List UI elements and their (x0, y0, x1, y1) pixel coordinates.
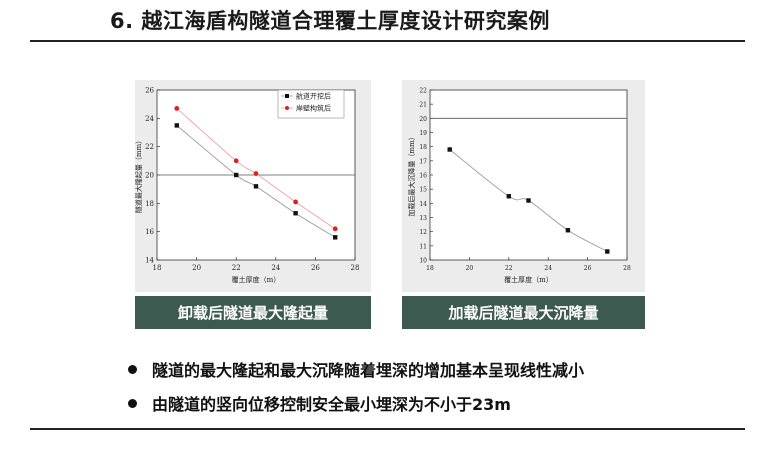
x-tick-label: 26 (584, 265, 592, 272)
x-tick-label: 22 (232, 264, 241, 272)
data-point (332, 226, 338, 232)
bullet-text: 由隧道的竖向位移控制安全最小埋深为不小于23m (152, 395, 511, 414)
x-tick-label: 18 (426, 265, 434, 272)
legend-label: 航道开挖后 (296, 92, 331, 101)
bullet-item: 由隧道的竖向位移控制安全最小埋深为不小于23m (128, 386, 584, 420)
legend-marker (285, 106, 289, 110)
legend-marker (285, 94, 289, 98)
data-point (526, 198, 531, 203)
y-tick-label: 16 (419, 173, 427, 180)
y-tick-label: 14 (145, 257, 154, 265)
data-point (174, 123, 179, 128)
y-tick-label: 12 (419, 229, 427, 236)
y-tick-label: 21 (419, 102, 427, 109)
data-point (253, 184, 259, 189)
bullet-list: 隧道的最大隆起和最大沉降随着埋深的增加基本呈现线性减小 由隧道的竖向位移控制安全… (128, 352, 584, 420)
x-tick-label: 24 (271, 264, 280, 272)
data-point (565, 228, 571, 233)
slide-title: 6. 越江海盾构隧道合理覆土厚度设计研究案例 (110, 9, 550, 33)
data-point (293, 211, 298, 216)
y-tick-label: 14 (419, 201, 427, 208)
uplift-chart-caption: 卸载后隧道最大隆起量 (135, 296, 371, 329)
uplift-chart: 18 20 22 24 26 28 14 16 18 20 22 24 26 覆土厚度（m） 隧道最大隆起量… (135, 87, 360, 285)
x-tick-label: 28 (623, 265, 631, 272)
data-point (233, 158, 239, 164)
bullet-item: 隧道的最大隆起和最大沉降随着埋深的增加基本呈现线性减小 (128, 352, 584, 386)
data-point (293, 199, 298, 205)
y-tick-label: 22 (145, 143, 154, 151)
data-point (253, 171, 259, 176)
y-tick-label: 18 (419, 144, 427, 151)
x-tick-label: 22 (505, 265, 513, 272)
y-tick-label: 15 (419, 187, 427, 194)
x-axis-label: 覆土厚度（m） (232, 275, 281, 284)
y-tick-label: 20 (419, 116, 427, 123)
x-tick-label: 26 (311, 264, 320, 272)
y-tick-label: 24 (145, 115, 154, 123)
y-tick-label: 19 (419, 130, 427, 137)
y-tick-label: 17 (419, 158, 427, 165)
y-axis-label: 隧道最大隆起量（mm） (135, 137, 143, 213)
title-divider (30, 40, 745, 42)
y-tick-label: 18 (145, 200, 154, 208)
footer-divider (30, 428, 745, 430)
data-point (506, 194, 511, 199)
y-tick-label: 13 (419, 215, 427, 222)
data-point (605, 249, 610, 254)
y-tick-label: 16 (145, 228, 154, 236)
x-tick-label: 28 (351, 264, 360, 272)
data-point (333, 235, 338, 240)
x-tick-label: 20 (192, 264, 201, 272)
x-tick-label: 20 (466, 265, 474, 272)
data-point (234, 172, 239, 178)
data-point (174, 106, 180, 111)
settlement-chart-panel: 18 20 22 24 26 28 10 11 12 13 14 15 16 17 18 19 20 21 22 覆土… (402, 80, 645, 292)
bullet-dot-icon (128, 398, 137, 408)
uplift-chart-panel: 18 20 22 24 26 28 14 16 18 20 22 24 26 覆土厚度（m） 隧道最大隆起量… (135, 80, 371, 292)
settlement-chart-caption: 加载后隧道最大沉降量 (402, 296, 645, 329)
x-tick-label: 24 (544, 265, 552, 272)
y-tick-label: 11 (419, 243, 427, 250)
bullet-text: 隧道的最大隆起和最大沉降随着埋深的增加基本呈现线性减小 (152, 361, 585, 380)
y-tick-label: 10 (419, 258, 427, 265)
bullet-dot-icon (128, 364, 137, 374)
y-tick-label: 22 (419, 88, 427, 95)
settlement-chart: 18 20 22 24 26 28 10 11 12 13 14 15 16 17 18 19 20 21 22 覆土… (407, 88, 631, 285)
x-tick-label: 18 (153, 264, 162, 272)
legend-label: 岸壁构筑后 (296, 104, 331, 113)
data-point (447, 147, 452, 152)
y-axis-label: 加载后最大沉降量（mm） (407, 133, 416, 216)
y-tick-label: 20 (145, 172, 154, 180)
plot-area (429, 89, 628, 261)
y-tick-label: 26 (145, 87, 154, 95)
x-axis-label: 覆土厚度（m） (504, 275, 553, 284)
